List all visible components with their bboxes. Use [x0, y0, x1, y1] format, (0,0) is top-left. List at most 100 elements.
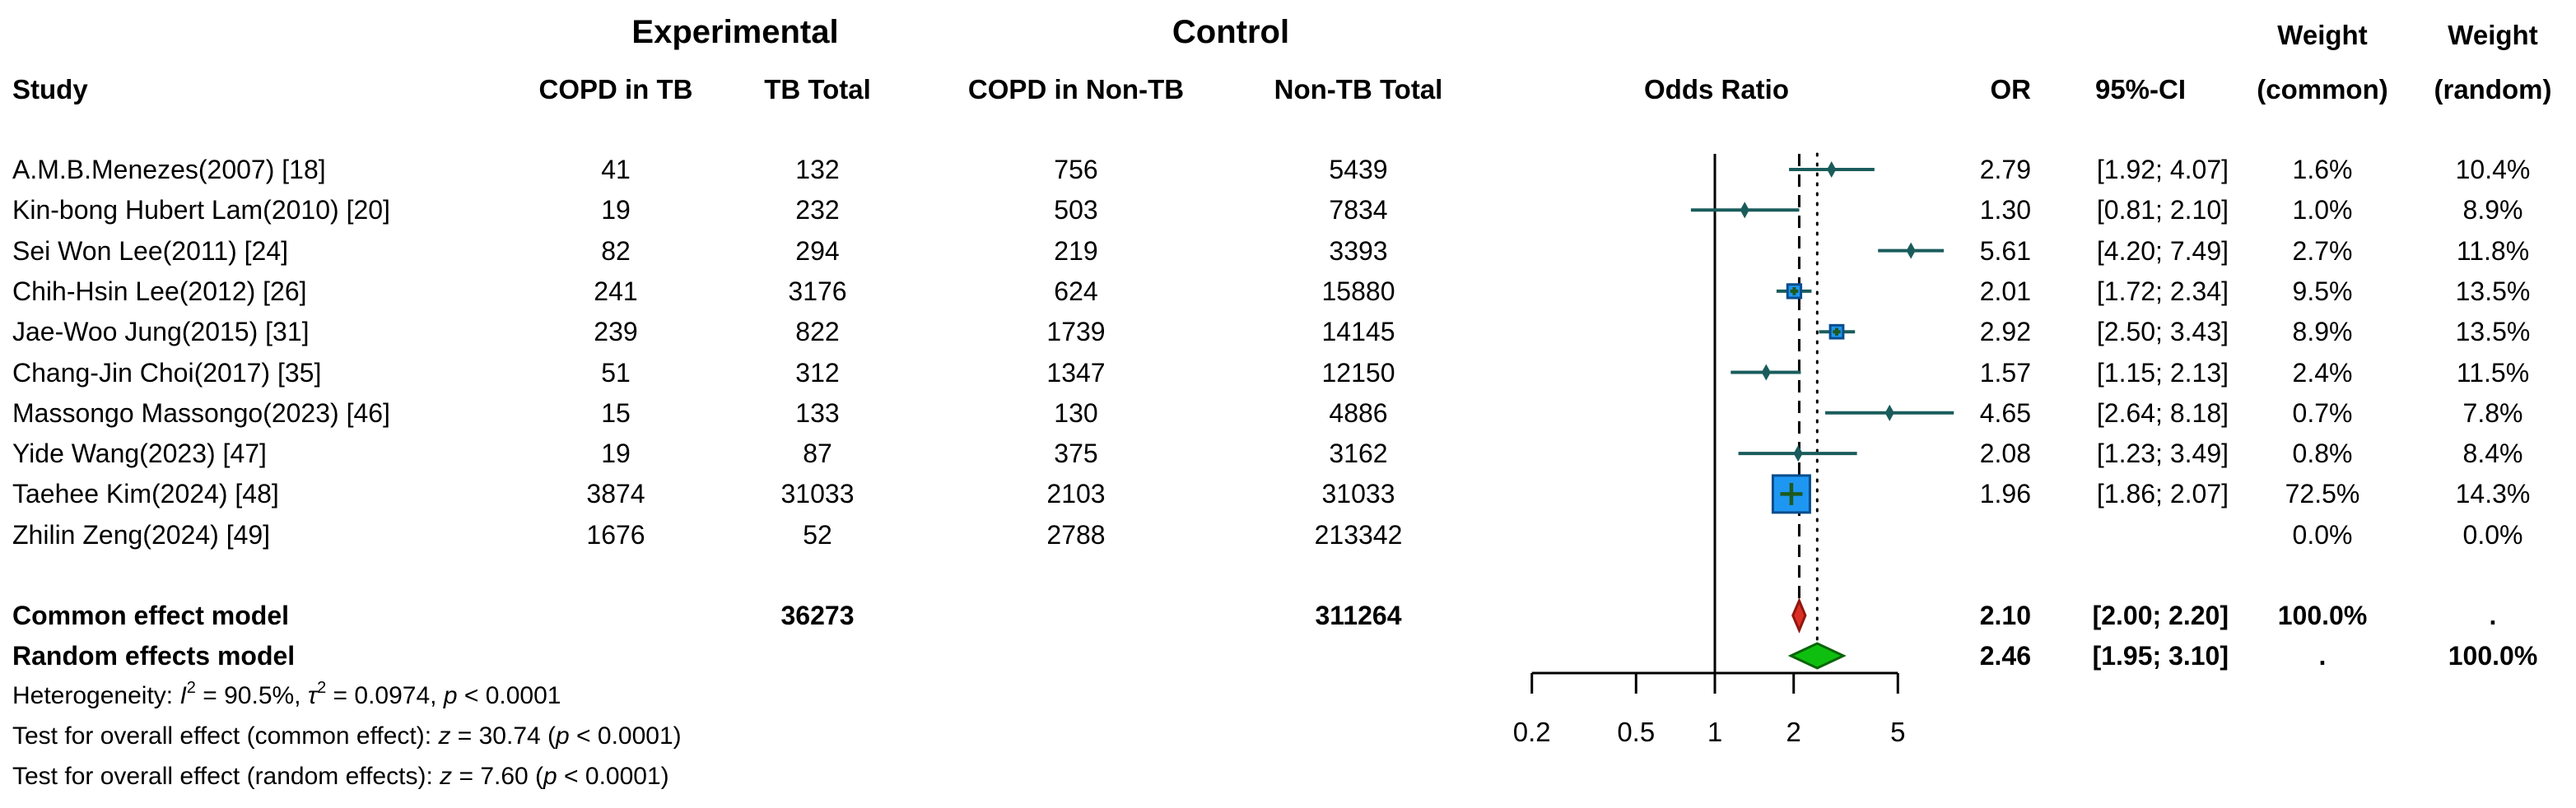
x-axis-tick-label: 0.5 [1617, 717, 1655, 747]
weight-common-value: 8.9% [2292, 317, 2353, 347]
nontb-total-value: 213342 [1314, 519, 1403, 550]
column-header-weight-random-top: Weight [2448, 20, 2538, 50]
column-header-copd-in-nontb: COPD in Non-TB [967, 74, 1185, 104]
copd-in-nontb-value: 756 [1054, 155, 1098, 184]
random-or-value: 2.46 [1979, 641, 2031, 671]
study-name: Sei Won Lee(2011) [24] [12, 235, 289, 266]
weight-common-value: 2.7% [2292, 235, 2353, 266]
copd-in-tb-value: 41 [601, 155, 631, 184]
study-name: Chih-Hsin Lee(2012) [26] [12, 276, 307, 306]
column-header-weight-common-top: Weight [2277, 20, 2368, 50]
point-estimate-marker [1740, 202, 1749, 219]
test-common-effect-text: Test for overall effect (common effect):… [12, 722, 682, 750]
copd-in-nontb-value: 503 [1054, 195, 1098, 225]
copd-in-nontb-value: 219 [1054, 235, 1098, 266]
column-header-weight-random-sub: (random) [2434, 74, 2552, 104]
column-header-odds-ratio: Odds Ratio [1643, 74, 1790, 104]
group-header-experimental: Experimental [631, 14, 839, 50]
weight-random-value: 13.5% [2455, 317, 2531, 347]
copd-in-tb-value: 82 [601, 235, 631, 266]
column-header-copd-in-tb: COPD in TB [538, 74, 693, 104]
group-header-control: Control [1172, 14, 1290, 50]
weight-common-value: 1.6% [2292, 155, 2353, 184]
ci-value: [1.86; 2.07] [2096, 479, 2229, 509]
point-estimate-marker [1761, 364, 1771, 381]
study-name: Kin-bong Hubert Lam(2010) [20] [12, 195, 390, 225]
copd-in-tb-value: 51 [601, 357, 631, 388]
common-effect-diamond [1791, 597, 1807, 634]
heterogeneity-text: Heterogeneity: I2 = 90.5%, τ2 = 0.0974, … [12, 679, 561, 709]
or-value: 2.92 [1979, 317, 2031, 347]
copd-in-tb-value: 1676 [586, 519, 645, 550]
point-estimate-marker [1827, 160, 1837, 179]
random-effects-model-label: Random effects model [12, 641, 296, 671]
copd-in-tb-value: 241 [594, 276, 638, 306]
tb-total-value: 133 [795, 397, 840, 428]
tb-total-value: 52 [803, 519, 832, 550]
or-value: 1.96 [1979, 479, 2031, 509]
common-ci-value: [2.00; 2.20] [2092, 601, 2229, 630]
weight-common-value: 9.5% [2292, 276, 2353, 306]
nontb-total-value: 4886 [1329, 397, 1388, 428]
x-axis-tick-label: 0.2 [1513, 717, 1551, 747]
nontb-total-value: 12150 [1321, 357, 1395, 388]
nontb-total-value: 15880 [1321, 276, 1395, 306]
column-header-study: Study [12, 74, 88, 104]
study-name: Zhilin Zeng(2024) [49] [12, 519, 271, 550]
point-estimate-marker [1793, 445, 1803, 462]
ci-value: [4.20; 7.49] [2096, 235, 2229, 266]
weight-random-value: 10.4% [2455, 155, 2531, 184]
x-axis-tick-label: 1 [1707, 717, 1722, 747]
or-value: 1.30 [1979, 195, 2031, 225]
common-nontb-total: 311264 [1315, 601, 1402, 630]
copd-in-tb-value: 19 [601, 195, 631, 225]
tb-total-value: 87 [803, 439, 832, 469]
tb-total-value: 294 [795, 235, 840, 266]
ci-value: [2.64; 8.18] [2096, 397, 2229, 428]
common-weight-random: . [2489, 601, 2497, 630]
nontb-total-value: 3162 [1329, 439, 1388, 469]
nontb-total-value: 31033 [1321, 479, 1395, 509]
weight-common-value: 0.7% [2292, 397, 2353, 428]
ci-value: [2.50; 3.43] [2096, 317, 2229, 347]
copd-in-nontb-value: 2788 [1046, 519, 1106, 550]
copd-in-tb-value: 3874 [586, 479, 645, 509]
weight-random-value: 8.4% [2462, 439, 2523, 469]
nontb-total-value: 14145 [1321, 317, 1395, 347]
common-weight-common: 100.0% [2277, 601, 2368, 630]
copd-in-tb-value: 15 [601, 397, 631, 428]
copd-in-nontb-value: 130 [1054, 397, 1098, 428]
column-header-nontb-total: Non-TB Total [1274, 74, 1443, 104]
weight-common-value: 0.8% [2292, 439, 2353, 469]
or-value: 4.65 [1979, 397, 2031, 428]
or-value: 2.79 [1979, 155, 2031, 184]
random-ci-value: [1.95; 3.10] [2092, 641, 2229, 671]
ci-value: [1.72; 2.34] [2096, 276, 2229, 306]
study-name: Chang-Jin Choi(2017) [35] [12, 357, 322, 388]
study-name: Yide Wang(2023) [47] [12, 439, 267, 469]
ci-value: [1.15; 2.13] [2096, 357, 2229, 388]
or-value: 1.57 [1979, 357, 2031, 388]
column-header-ci: 95%-CI [2094, 74, 2187, 104]
ci-value: [0.81; 2.10] [2096, 195, 2229, 225]
x-axis-tick-label: 5 [1890, 717, 1905, 747]
column-header-weight-common-sub: (common) [2257, 74, 2388, 104]
or-value: 2.01 [1979, 276, 2031, 306]
point-estimate-marker [1884, 404, 1894, 421]
weight-random-value: 7.8% [2462, 397, 2523, 428]
random-effects-diamond [1787, 642, 1847, 670]
tb-total-value: 232 [795, 195, 840, 225]
random-weight-common: . [2318, 641, 2327, 671]
copd-in-tb-value: 239 [594, 317, 638, 347]
weight-random-value: 0.0% [2462, 519, 2523, 550]
weight-random-value: 14.3% [2455, 479, 2531, 509]
common-or-value: 2.10 [1979, 601, 2031, 630]
copd-in-nontb-value: 1739 [1046, 317, 1106, 347]
tb-total-value: 3176 [788, 276, 847, 306]
column-header-or: OR [1990, 74, 2032, 104]
ci-value: [1.23; 3.49] [2096, 439, 2229, 469]
column-header-tb-total: TB Total [764, 74, 871, 104]
weight-random-value: 13.5% [2455, 276, 2531, 306]
